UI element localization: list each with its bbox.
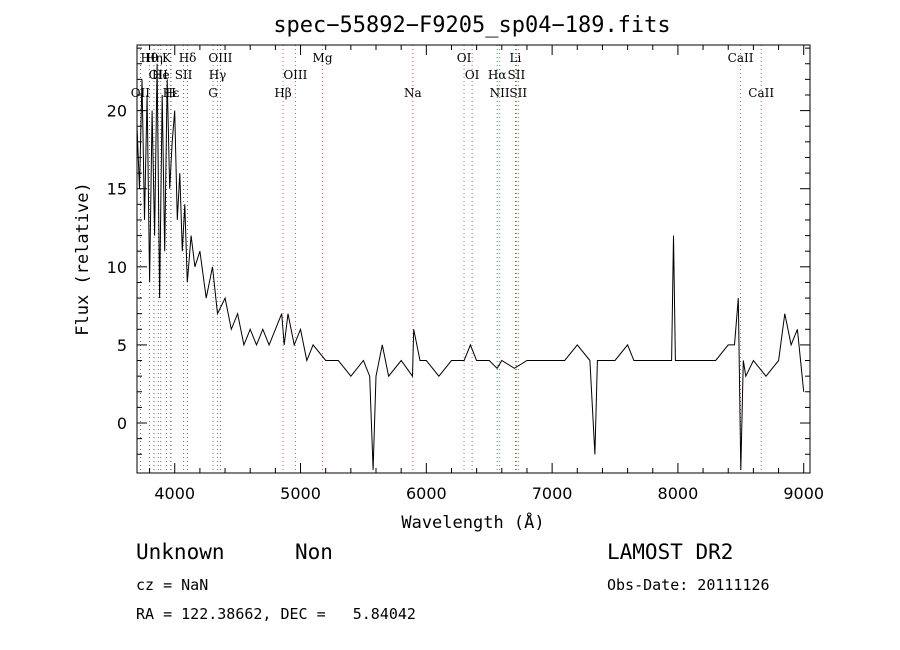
y-tick-label: 15 xyxy=(107,180,127,199)
line-label: Hδ xyxy=(179,51,197,65)
line-label: OI xyxy=(465,68,480,82)
y-axis-label: Flux (relative) xyxy=(73,182,93,336)
x-axis-ticks: 4000 5000 6000 7000 8000 9000 xyxy=(149,45,824,503)
x-axis-label: Wavelength (Å) xyxy=(401,511,544,533)
line-label: OII xyxy=(131,86,151,100)
redshift-readout: cz = NaN xyxy=(136,576,209,594)
coordinates-readout: RA = 122.38662, DEC = 5.84042 xyxy=(136,605,416,623)
object-subclass: Non xyxy=(295,540,333,564)
line-label: OII xyxy=(149,68,169,82)
line-label: K xyxy=(162,51,172,65)
object-class: Unknown xyxy=(136,540,225,564)
observation-date: Obs-Date: 20111126 xyxy=(607,576,770,594)
y-tick-label: 0 xyxy=(117,414,127,433)
line-label: CaII xyxy=(748,86,774,100)
y-axis-ticks: 0 5 10 15 20 xyxy=(107,47,810,455)
y-tick-label: 10 xyxy=(107,258,127,277)
y-tick-label: 5 xyxy=(117,336,127,355)
x-tick-label: 7000 xyxy=(532,484,573,503)
line-label: Hγ xyxy=(209,68,227,82)
line-label: Mg xyxy=(313,51,333,65)
line-label: SII xyxy=(175,68,193,82)
line-label: Li xyxy=(509,51,521,65)
line-label: OI xyxy=(457,51,472,65)
line-label: OIII xyxy=(283,68,307,82)
spectrum-line xyxy=(136,63,805,470)
line-label: SII xyxy=(508,68,526,82)
x-tick-label: 8000 xyxy=(658,484,699,503)
line-label: H xyxy=(165,86,175,100)
line-label: Hα xyxy=(488,68,507,82)
line-label: Hθ xyxy=(140,51,158,65)
survey-name: LAMOST DR2 xyxy=(607,540,734,564)
line-label: Hβ xyxy=(274,86,291,100)
line-label: SII xyxy=(509,86,527,100)
x-tick-label: 9000 xyxy=(783,484,824,503)
line-label: OIII xyxy=(208,51,232,65)
line-label: G xyxy=(208,86,218,100)
line-label: Hη xyxy=(145,51,163,65)
x-tick-label: 4000 xyxy=(154,484,195,503)
y-tick-label: 20 xyxy=(107,102,127,121)
line-label: He xyxy=(152,68,170,82)
line-label: Na xyxy=(404,86,422,100)
chart-title: spec−55892−F9205_sp04−189.fits xyxy=(273,13,670,38)
x-tick-label: 5000 xyxy=(280,484,321,503)
x-tick-label: 6000 xyxy=(406,484,447,503)
line-label: NII xyxy=(490,86,510,100)
plot-frame xyxy=(136,44,811,474)
emission-line-markers xyxy=(139,45,762,473)
line-label: CaII xyxy=(728,51,754,65)
